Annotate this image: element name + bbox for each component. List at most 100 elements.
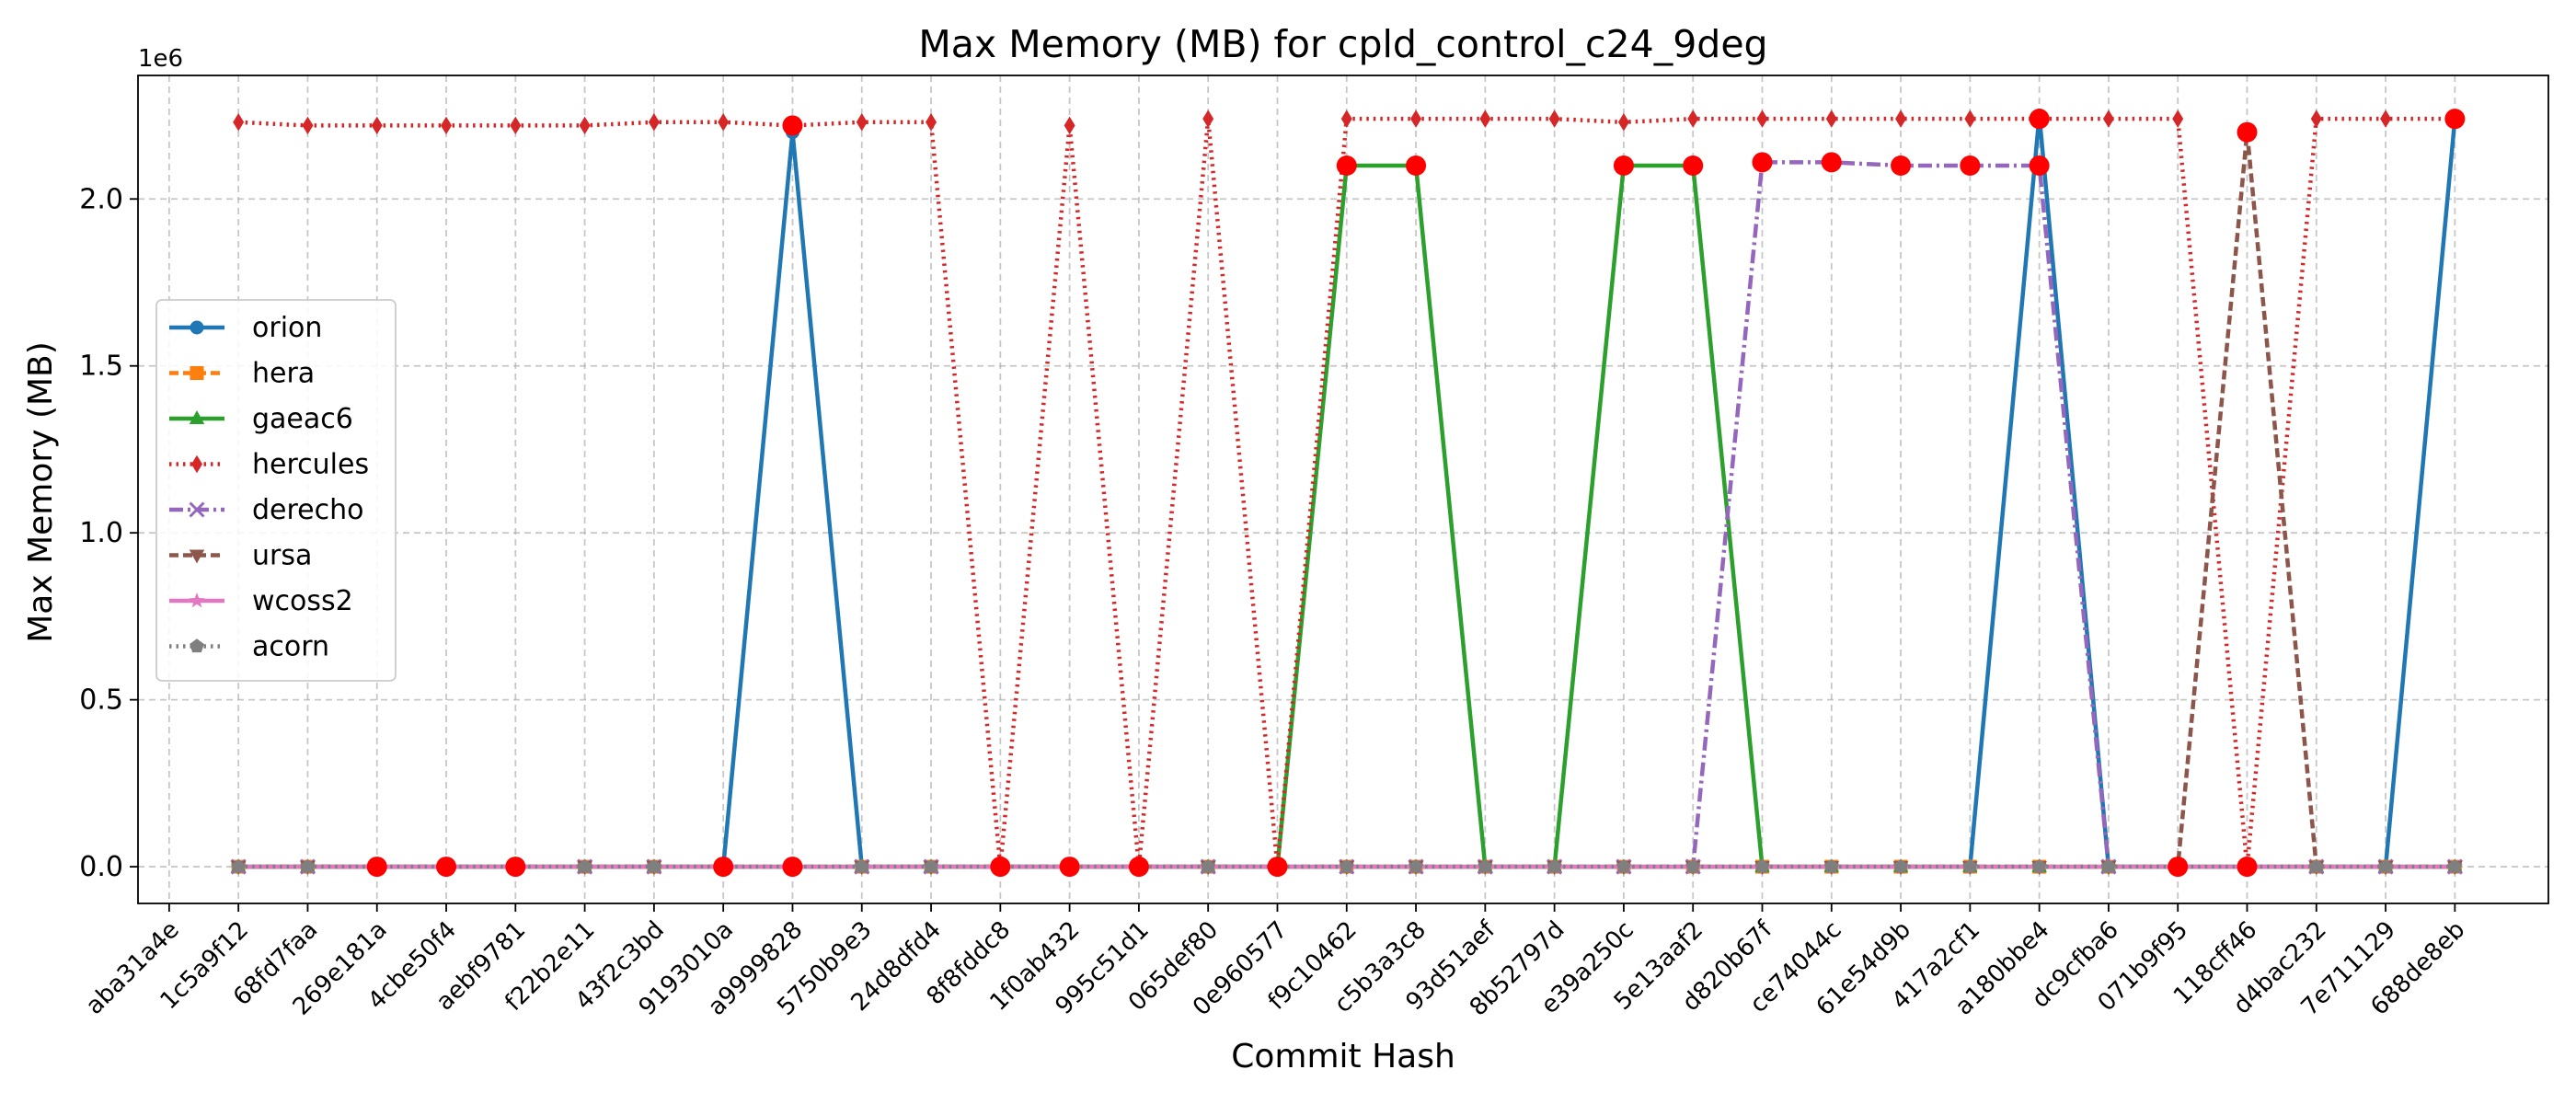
highlight-point [2168, 857, 2189, 878]
highlight-point [2237, 857, 2258, 878]
data-point-acorn [1893, 858, 1908, 873]
data-point-hercules [579, 116, 591, 135]
highlight-point [1821, 152, 1842, 173]
highlight-point [713, 857, 734, 878]
legend-item-acorn: acorn [169, 631, 329, 663]
y-tick-label: 2.0 [79, 183, 123, 215]
legend-marker [191, 454, 202, 474]
y-axis-label: Max Memory (MB) [22, 341, 60, 643]
data-point-hercules [233, 113, 245, 132]
highlight-point [366, 857, 387, 878]
data-point-hercules [441, 116, 453, 135]
legend-label: hera [252, 358, 315, 390]
legend-marker [189, 501, 205, 518]
data-point-hercules [1479, 109, 1491, 128]
legend-item-derecho: derecho [169, 494, 364, 526]
data-point-acorn [2447, 858, 2463, 873]
data-point-acorn [2378, 858, 2393, 873]
data-point-hercules [2310, 109, 2322, 128]
highlight-point [1683, 155, 1704, 176]
highlight-point [1406, 155, 1427, 176]
data-point-hercules [1064, 116, 1075, 135]
data-point-acorn [2101, 858, 2116, 873]
legend-label: wcoss2 [252, 585, 353, 617]
data-point-acorn [2031, 858, 2047, 873]
data-point-acorn [1339, 858, 1354, 873]
legend-item-hercules: hercules [169, 449, 369, 481]
legend-label: hercules [252, 449, 369, 481]
data-point-hercules [1756, 109, 1768, 128]
highlight-point [1267, 857, 1288, 878]
data-point-acorn [1754, 858, 1770, 873]
highlight-point [2029, 109, 2050, 130]
highlight-point [1336, 155, 1357, 176]
data-point-hercules [1687, 109, 1699, 128]
highlight-point [1960, 155, 1981, 176]
legend-marker [189, 592, 205, 608]
x-axis-label: Commit Hash [1231, 1038, 1455, 1075]
axes: 0.00.51.01.52.0aba31a4e1c5a9f1268fd7faa2… [79, 75, 2549, 1021]
data-point-hercules [1340, 109, 1352, 128]
data-point-hercules [510, 116, 522, 135]
data-point-acorn [647, 858, 661, 873]
data-point-acorn [300, 858, 316, 873]
legend-label: gaeac6 [252, 403, 353, 435]
legend-label: orion [252, 312, 322, 344]
data-point-acorn [577, 858, 592, 873]
data-point-hercules [1548, 109, 1560, 128]
data-point-hercules [371, 116, 383, 135]
data-point-hercules [718, 113, 730, 132]
legend-box [155, 299, 397, 682]
data-point-hercules [1895, 109, 1907, 128]
highlight-point [782, 857, 803, 878]
data-point-acorn [231, 858, 247, 873]
legend-item-ursa: ursa [169, 540, 312, 572]
legend-item-wcoss2: wcoss2 [169, 585, 353, 617]
highlight-point [782, 115, 803, 136]
highlight-point [1128, 857, 1149, 878]
data-point-acorn [1685, 858, 1701, 873]
legend-marker [189, 410, 205, 424]
data-point-hercules [1617, 113, 1629, 132]
highlight-point [2029, 155, 2050, 176]
legend-label: acorn [252, 631, 329, 663]
highlight-point [2444, 109, 2466, 130]
data-point-acorn [924, 858, 938, 873]
legend-label: derecho [252, 494, 364, 526]
data-point-acorn [2308, 858, 2324, 873]
data-point-hercules [1202, 109, 1214, 128]
data-point-acorn [1823, 858, 1839, 873]
data-point-hercules [926, 113, 937, 132]
highlight-point [2237, 121, 2258, 143]
data-point-hercules [2380, 109, 2392, 128]
data-point-hercules [648, 113, 660, 132]
legend-marker [189, 549, 205, 564]
chart-title: Max Memory (MB) for cpld_control_c24_9de… [918, 22, 1767, 66]
data-point-acorn [1616, 858, 1631, 873]
data-point-hercules [1964, 109, 1976, 128]
y-offset-label: 1e6 [138, 45, 183, 73]
data-point-hercules [1410, 109, 1422, 128]
y-tick-label: 1.5 [79, 351, 123, 383]
data-point-hercules [2172, 109, 2184, 128]
data-point-acorn [1962, 858, 1978, 873]
data-point-acorn [1201, 858, 1216, 873]
legend-label: ursa [252, 540, 312, 572]
highlight-point [505, 857, 526, 878]
highlight-point [436, 857, 457, 878]
legend-marker [190, 320, 204, 335]
legend: orion hera gaeac6 hercules derecho ursa wcoss2… [155, 299, 397, 682]
legend-item-orion: orion [169, 312, 322, 344]
legend-item-gaeac6: gaeac6 [169, 403, 353, 435]
data-point-hercules [1825, 109, 1837, 128]
highlight-point [1613, 155, 1634, 176]
data-point-acorn [1409, 858, 1423, 873]
plot-frame [137, 75, 2549, 904]
data-point-hercules [856, 113, 868, 132]
y-tick-label: 0.5 [79, 684, 123, 717]
y-tick-label: 0.0 [79, 851, 123, 883]
data-point-acorn [854, 858, 869, 873]
data-point-hercules [302, 116, 314, 135]
y-tick-label: 1.0 [79, 517, 123, 549]
